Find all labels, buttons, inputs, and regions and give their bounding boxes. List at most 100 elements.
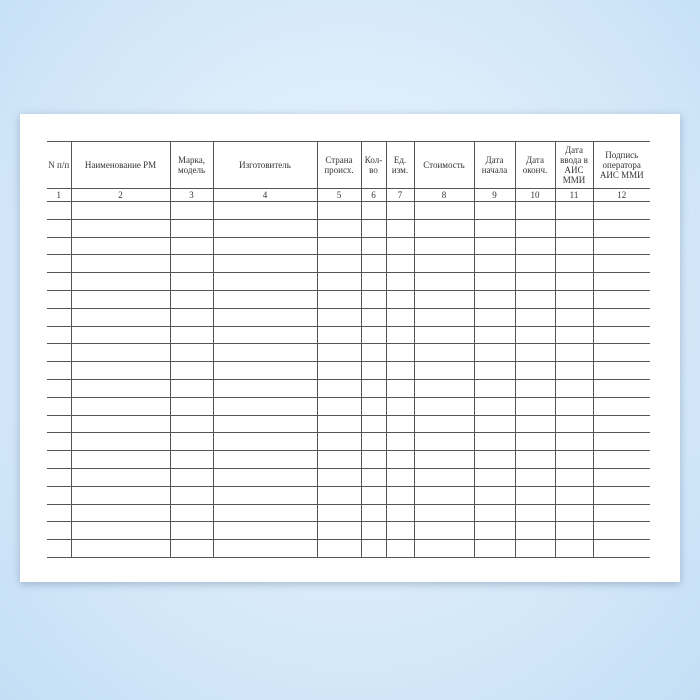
table-cell bbox=[554, 378, 594, 398]
table-cell bbox=[413, 467, 475, 487]
table-cell bbox=[316, 450, 362, 469]
table-cell bbox=[169, 450, 214, 469]
table-cell bbox=[385, 432, 415, 452]
table-cell bbox=[360, 378, 387, 398]
table-row bbox=[47, 503, 650, 523]
table-cell bbox=[47, 325, 72, 345]
table-cell bbox=[316, 343, 362, 363]
table-cell bbox=[413, 450, 475, 469]
table-cell bbox=[473, 521, 516, 541]
table-cell bbox=[360, 201, 387, 220]
table-cell bbox=[47, 236, 72, 256]
table-cell bbox=[385, 396, 415, 416]
table-cell bbox=[47, 539, 72, 558]
table-cell bbox=[316, 272, 362, 291]
table-cell bbox=[316, 307, 362, 327]
table-cell bbox=[70, 414, 171, 434]
table-cell bbox=[385, 361, 415, 380]
table-cell bbox=[70, 450, 171, 469]
table-row bbox=[47, 201, 650, 220]
table-cell bbox=[70, 254, 171, 274]
table-cell bbox=[70, 272, 171, 291]
table-cell bbox=[473, 361, 516, 380]
table-cell bbox=[385, 485, 415, 505]
table-cell bbox=[316, 485, 362, 505]
table-cell bbox=[554, 414, 594, 434]
table-cell bbox=[592, 414, 650, 434]
table-cell bbox=[592, 218, 650, 238]
table-cell bbox=[47, 432, 72, 452]
table-cell bbox=[554, 521, 594, 541]
table-row bbox=[47, 450, 650, 469]
table-row bbox=[47, 307, 650, 327]
column-header: Дата начала bbox=[473, 141, 516, 189]
table-cell bbox=[212, 254, 318, 274]
table-cell bbox=[514, 539, 556, 558]
table-cell bbox=[212, 218, 318, 238]
table-cell bbox=[473, 307, 516, 327]
table-cell bbox=[169, 414, 214, 434]
table-cell bbox=[385, 201, 415, 220]
table-cell bbox=[47, 343, 72, 363]
table-cell bbox=[473, 236, 516, 256]
table-cell bbox=[316, 396, 362, 416]
table-cell bbox=[592, 432, 650, 452]
table-cell bbox=[316, 378, 362, 398]
column-number: 1 bbox=[47, 188, 72, 202]
table-cell bbox=[385, 450, 415, 469]
table-cell bbox=[473, 539, 516, 558]
table-cell bbox=[413, 414, 475, 434]
table-cell bbox=[473, 272, 516, 291]
column-number: 8 bbox=[413, 188, 475, 202]
table-cell bbox=[592, 378, 650, 398]
table-cell bbox=[316, 539, 362, 558]
table-cell bbox=[360, 289, 387, 309]
table-cell bbox=[316, 254, 362, 274]
column-header: Изготовитель bbox=[212, 141, 318, 189]
table-cell bbox=[47, 503, 72, 523]
table-cell bbox=[413, 236, 475, 256]
table-row bbox=[47, 218, 650, 238]
table-cell bbox=[316, 218, 362, 238]
table-cell bbox=[212, 361, 318, 380]
table-cell bbox=[385, 289, 415, 309]
column-header: Стоимость bbox=[413, 141, 475, 189]
table-cell bbox=[360, 325, 387, 345]
table-cell bbox=[514, 289, 556, 309]
column-header: Дата ввода в АИС ММИ bbox=[554, 141, 594, 189]
table-cell bbox=[514, 201, 556, 220]
table-cell bbox=[514, 254, 556, 274]
table-cell bbox=[413, 378, 475, 398]
table-cell bbox=[514, 378, 556, 398]
table-cell bbox=[554, 272, 594, 291]
table-cell bbox=[385, 467, 415, 487]
table-cell bbox=[360, 361, 387, 380]
table-row bbox=[47, 254, 650, 274]
table-cell bbox=[316, 467, 362, 487]
table-cell bbox=[169, 396, 214, 416]
table-cell bbox=[47, 467, 72, 487]
column-header: Дата оконч. bbox=[514, 141, 556, 189]
table-row bbox=[47, 272, 650, 291]
table-cell bbox=[554, 467, 594, 487]
table-cell bbox=[554, 325, 594, 345]
table-cell bbox=[473, 343, 516, 363]
table-cell bbox=[473, 254, 516, 274]
table-cell bbox=[514, 503, 556, 523]
table-cell bbox=[70, 467, 171, 487]
table-row bbox=[47, 521, 650, 541]
table-cell bbox=[554, 201, 594, 220]
table-cell bbox=[70, 485, 171, 505]
table-cell bbox=[554, 539, 594, 558]
table-cell bbox=[592, 521, 650, 541]
table-cell bbox=[47, 414, 72, 434]
table-row bbox=[47, 485, 650, 505]
table-cell bbox=[473, 201, 516, 220]
table-cell bbox=[169, 432, 214, 452]
table-cell bbox=[514, 325, 556, 345]
table-cell bbox=[169, 307, 214, 327]
table-cell bbox=[473, 485, 516, 505]
table-cell bbox=[413, 485, 475, 505]
table-cell bbox=[212, 307, 318, 327]
table-cell bbox=[47, 272, 72, 291]
